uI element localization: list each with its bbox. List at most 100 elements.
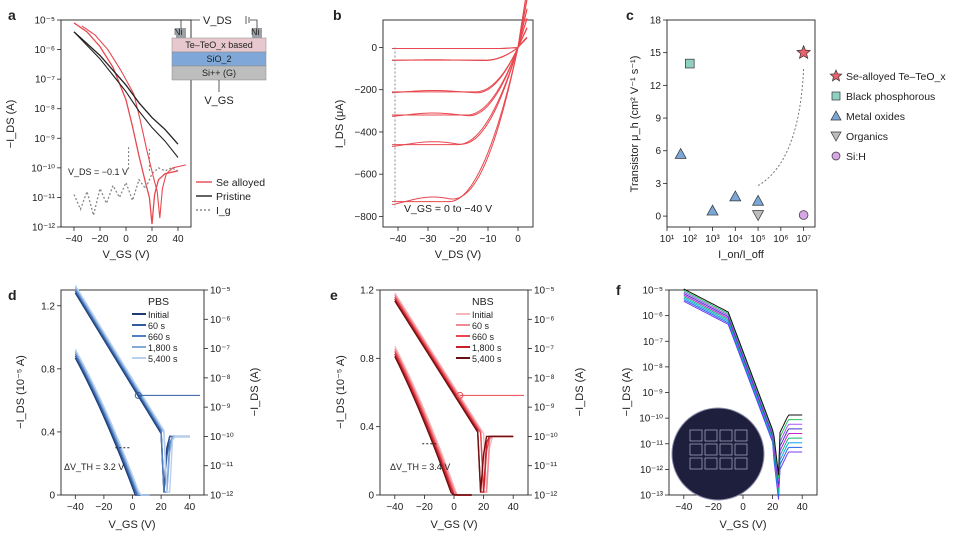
log-curve-2: [74, 288, 190, 493]
series-line-1: [73, 31, 179, 145]
c-xtick-label: 10²: [683, 234, 698, 245]
x-axis-label-d: V_GS (V): [108, 519, 155, 531]
legend-marker-3: [830, 131, 842, 142]
linear-curve-4: [394, 356, 472, 496]
e-xtick-label: 20: [478, 502, 490, 513]
legend-label-2: Metal oxides: [846, 111, 905, 123]
device-cell: [689, 443, 703, 456]
legend-label-1: Black phosphorous: [846, 91, 935, 103]
wafer-device-curve: [683, 296, 803, 491]
b-xtick-label: −10: [480, 234, 497, 245]
a-ytick-label: 10⁻⁹: [34, 134, 55, 145]
panel-label-f: f: [616, 282, 621, 298]
series-line-0-return: [81, 25, 186, 219]
panel-d: d −40 −20 0 20 40 0 0.4 0.8 1.2 10⁻¹² 10⁻¹¹ 10⁻¹⁰ 10…: [8, 285, 261, 531]
data-point-2-0: [674, 147, 687, 159]
a-ytick-label: 10⁻¹²: [32, 223, 56, 234]
output-curve: [391, 0, 526, 206]
data-point-2-3: [751, 194, 765, 206]
d-ytick-label: 0.8: [41, 364, 55, 375]
annotation-e: ΔV_TH = 3.4 V: [390, 462, 450, 472]
series-line-0: [73, 22, 179, 225]
a-xtick-label: 20: [146, 234, 158, 245]
a-ytick-label: 10⁻⁵: [34, 16, 55, 27]
c-ytick-label: 9: [655, 114, 661, 125]
panel-label-e: e: [330, 287, 338, 303]
e-ytick-label: 1.2: [360, 286, 374, 297]
log-curve-3: [74, 286, 190, 493]
y2-axis-label-d: −I_DS (A): [249, 368, 261, 417]
output-curve: [392, 9, 528, 116]
plot-frame-b: [382, 19, 534, 228]
d-y2tick-label: 10⁻¹¹: [210, 461, 234, 472]
e-y2tick-label: 10⁻⁶: [534, 315, 555, 326]
plot-frame-c: [666, 19, 816, 228]
f-ytick-label: 10⁻⁹: [642, 388, 663, 399]
e-xtick-label: 40: [508, 502, 520, 513]
source-contact: [176, 28, 186, 38]
d-y2tick-label: 10⁻⁹: [210, 403, 231, 414]
f-xtick-label: 40: [797, 502, 809, 513]
a-xtick-label: −20: [92, 234, 109, 245]
b-xtick-label: 0: [515, 234, 521, 245]
y-axis-label-c: Transistor μ_h (cm² V⁻¹ s⁻¹): [629, 56, 641, 193]
c-ytick-label: 3: [655, 179, 661, 190]
series-c: [674, 44, 812, 222]
f-xtick-label: 0: [740, 502, 746, 513]
d-xtick-label: 0: [130, 502, 136, 513]
d-ytick-label: 0: [49, 491, 55, 502]
wafer-device-curve: [683, 293, 803, 485]
output-curve: [391, 8, 528, 117]
series-e: [394, 292, 524, 496]
a-xtick-label: 0: [123, 234, 129, 245]
wafer-photo: [671, 407, 765, 501]
x-axis-label-b: V_DS (V): [435, 249, 481, 261]
e-xtick-label: −20: [416, 502, 433, 513]
legend-marker-4: [831, 151, 841, 161]
curve-marker: [134, 391, 142, 399]
d-y2tick-label: 10⁻¹²: [210, 491, 234, 502]
device-cell: [719, 457, 733, 470]
legend-label-2: 660 s: [148, 332, 171, 342]
data-point-1-0: [685, 58, 695, 69]
plot-frame-a: [60, 19, 192, 228]
e-y2tick-label: 10⁻⁹: [534, 403, 555, 414]
wafer-device-curve: [683, 291, 803, 482]
output-curve: [391, 0, 528, 148]
wafer-device-curve: [683, 297, 803, 494]
a-ytick-label: 10⁻⁸: [34, 104, 55, 115]
annotation-b: V_GS = 0 to −40 V: [404, 203, 492, 215]
legend-label-0: Initial: [472, 310, 493, 320]
data-point-4-0: [798, 210, 809, 220]
d-y2tick-label: 10⁻¹⁰: [210, 432, 234, 443]
axis-ticks-f: −40 −20 0 20 40 10⁻¹³ 10⁻¹² 10⁻¹¹ 10⁻¹⁰ 10⁻⁹ 10⁻⁸ 1…: [639, 286, 808, 514]
annotation-d: ΔV_TH = 3.2 V: [64, 462, 124, 472]
legend-label-3: Organics: [846, 131, 888, 143]
e-y2tick-label: 10⁻¹¹: [534, 461, 558, 472]
d-y2tick-label: 10⁻⁸: [210, 373, 231, 384]
legend-c: Se-alloyed Te–TeO_x Black phosphorous Meta…: [829, 69, 946, 163]
ni-label-left: Ni: [174, 27, 183, 37]
legend-label-0: Se alloyed: [216, 177, 265, 189]
legend-label-3: 1,800 s: [472, 343, 502, 353]
legend-label-0: Se-alloyed Te–TeO_x: [846, 71, 946, 83]
f-ytick-label: 10⁻¹³: [640, 491, 664, 502]
output-curve: [392, 0, 528, 146]
d-xtick-label: −20: [95, 502, 112, 513]
legend-label-2: I_g: [216, 205, 231, 217]
panel-b: b −40 −30 −20 −10 0 −800 −600 −400 −200 0 V_DS (V…: [333, 0, 534, 261]
device-cell: [734, 429, 748, 442]
f-xtick-label: −20: [705, 502, 722, 513]
c-xtick-label: 10¹: [660, 234, 675, 245]
oxide-label: SiO_2: [206, 54, 231, 64]
legend-a: Se alloyed Pristine I_g: [196, 177, 265, 217]
b-ytick-label: 0: [371, 43, 377, 54]
panel-e: e −40 −20 0 20 40 0 0.4 0.8 1.2 10⁻¹² 10⁻¹¹ 10⁻¹⁰ 10…: [330, 286, 586, 532]
linear-curve-4: [74, 349, 150, 496]
d-y2tick-label: 10⁻⁵: [210, 286, 231, 297]
f-ytick-label: 10⁻¹²: [640, 465, 664, 476]
axis-ticks-a: −40 −20 0 20 40 10⁻¹² 10⁻¹¹ 10⁻¹⁰ 10⁻⁹ 10⁻⁸ 10⁻⁷ 10…: [31, 16, 184, 246]
annotation-a: V_DS = −0.1 V: [68, 167, 128, 177]
e-y2tick-label: 10⁻⁸: [534, 373, 555, 384]
